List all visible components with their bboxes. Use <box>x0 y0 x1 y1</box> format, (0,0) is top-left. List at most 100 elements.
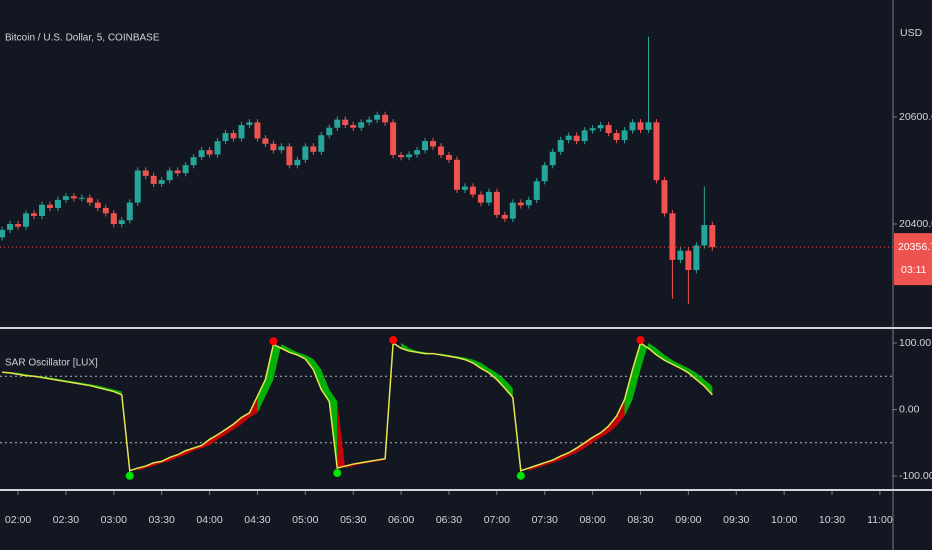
candle-body <box>366 119 373 123</box>
candle-body <box>246 122 253 126</box>
fill-area <box>584 437 593 449</box>
candle-body <box>453 159 460 190</box>
candle-body <box>661 180 668 214</box>
candle-body <box>477 194 484 203</box>
candle-body <box>430 141 437 147</box>
last-price-label: 20356.77 <box>898 241 932 253</box>
candle-body <box>382 114 389 123</box>
candle-body <box>158 180 165 184</box>
fill-area <box>225 424 234 435</box>
candle-body <box>390 122 397 155</box>
fill-area <box>640 342 649 370</box>
reversal-dot <box>125 471 134 480</box>
x-tick-label: 07:00 <box>484 514 510 526</box>
x-tick-label: 03:00 <box>101 514 127 526</box>
fill-area <box>704 379 713 395</box>
candle-body <box>62 196 69 200</box>
fill-area <box>696 372 705 387</box>
candle-body <box>150 175 157 184</box>
candle-body <box>46 204 53 208</box>
x-tick-label: 09:30 <box>723 514 749 526</box>
fill-area <box>632 342 641 400</box>
candle-body <box>166 170 173 181</box>
fill-area <box>209 434 218 446</box>
x-tick-label: 02:00 <box>5 514 31 526</box>
candle-body <box>517 202 524 206</box>
y-tick-label: 20600.00 <box>899 111 932 123</box>
candle-body <box>414 150 421 155</box>
x-tick-label: 07:30 <box>532 514 558 526</box>
candle-body <box>469 186 476 195</box>
y-tick-label: 20400.00 <box>899 218 932 230</box>
reversal-dot <box>269 337 278 346</box>
candle-body <box>637 122 644 130</box>
candle-body <box>605 125 612 134</box>
fill-area <box>273 344 282 380</box>
candle-body <box>709 225 716 248</box>
candle-body <box>38 204 45 216</box>
fill-area <box>257 379 266 413</box>
candle-body <box>509 202 516 219</box>
candle-body <box>94 202 101 208</box>
fill-area <box>313 358 322 390</box>
candle-body <box>270 143 277 151</box>
y-tick-label: 0.00 <box>899 403 920 415</box>
candle-body <box>190 157 197 166</box>
candle-body <box>318 135 325 152</box>
candle-body <box>461 186 468 190</box>
fill-area <box>664 354 673 365</box>
countdown-label: 03:11 <box>901 264 927 276</box>
candle-body <box>262 138 269 144</box>
candle-body <box>206 150 213 155</box>
indicator-title: SAR Oscillator [LUX] <box>5 358 98 369</box>
candle-body <box>485 191 492 203</box>
reversal-dot <box>516 471 525 480</box>
candle-body <box>54 199 61 208</box>
candle-body <box>685 250 692 271</box>
candle-body <box>134 170 141 203</box>
candle-body <box>557 140 564 152</box>
fill-area <box>656 348 665 361</box>
fill-area <box>488 368 497 380</box>
candle-body <box>645 122 652 130</box>
x-tick-label: 06:00 <box>388 514 414 526</box>
candle-body <box>422 141 429 151</box>
candle-body <box>374 114 381 120</box>
x-tick-label: 08:30 <box>627 514 653 526</box>
fill-area <box>289 348 298 355</box>
candle-body <box>182 165 189 174</box>
candle-body <box>350 125 357 128</box>
candle-body <box>334 119 341 128</box>
fill-area <box>265 344 274 397</box>
candle-body <box>629 122 636 131</box>
x-tick-label: 10:30 <box>819 514 845 526</box>
x-tick-label: 08:00 <box>579 514 605 526</box>
chart-title: Bitcoin / U.S. Dollar, 5, COINBASE <box>5 33 160 44</box>
currency-label: USD <box>900 27 923 39</box>
y-tick-label: -100.00 <box>899 470 932 482</box>
candle-body <box>445 154 452 160</box>
candle-body <box>126 202 133 221</box>
candle-body <box>597 125 604 129</box>
fill-area <box>616 399 625 427</box>
fill-area <box>624 369 633 417</box>
candle-body <box>286 146 293 166</box>
candle-body <box>238 125 245 139</box>
fill-area <box>233 417 242 430</box>
reversal-dot <box>636 335 645 344</box>
candle-body <box>198 150 205 158</box>
fill-area <box>608 416 617 433</box>
last-price-tag <box>894 233 932 286</box>
candle-body <box>86 197 93 203</box>
candle-body <box>30 213 37 216</box>
x-tick-label: 10:00 <box>771 514 797 526</box>
candle-body <box>525 199 532 206</box>
candle-body <box>677 250 684 260</box>
candle-body <box>102 207 109 214</box>
candle-body <box>621 130 628 141</box>
fill-area <box>560 452 569 461</box>
candle-body <box>326 127 333 136</box>
fill-area <box>241 412 250 425</box>
